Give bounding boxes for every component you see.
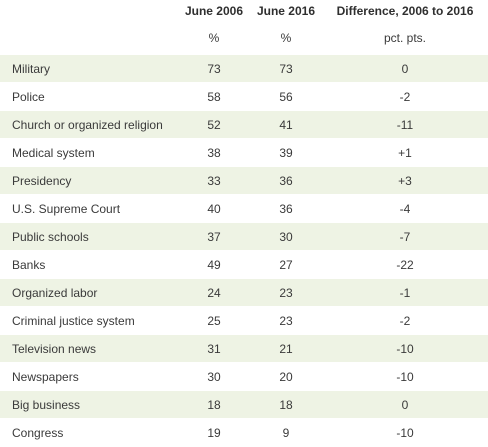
institution-cell: Newspapers [0, 363, 178, 391]
june-2016-cell: 30 [250, 223, 322, 251]
june-2006-cell: 52 [178, 111, 250, 139]
difference-cell: -10 [322, 335, 488, 363]
june-2016-cell: 20 [250, 363, 322, 391]
june-2016-cell: 36 [250, 167, 322, 195]
june-2006-cell: 38 [178, 139, 250, 167]
june-2006-cell: 37 [178, 223, 250, 251]
units-row: % % pct. pts. [0, 22, 488, 55]
june-2016-cell: 9 [250, 419, 322, 447]
difference-cell: -7 [322, 223, 488, 251]
difference-cell: -10 [322, 363, 488, 391]
institution-cell: Organized labor [0, 279, 178, 307]
june-2016-cell: 56 [250, 83, 322, 111]
june-2016-cell: 21 [250, 335, 322, 363]
difference-cell: -11 [322, 111, 488, 139]
header-label [0, 0, 178, 22]
units-june-2016: % [250, 22, 322, 55]
units-difference: pct. pts. [322, 22, 488, 55]
difference-cell: -2 [322, 307, 488, 335]
institution-cell: U.S. Supreme Court [0, 195, 178, 223]
units-label [0, 22, 178, 55]
june-2016-cell: 18 [250, 391, 322, 419]
june-2006-cell: 58 [178, 83, 250, 111]
institution-cell: Congress [0, 419, 178, 447]
difference-cell: -2 [322, 83, 488, 111]
june-2006-cell: 40 [178, 195, 250, 223]
institution-cell: Banks [0, 251, 178, 279]
june-2016-cell: 23 [250, 279, 322, 307]
difference-cell: -1 [322, 279, 488, 307]
june-2006-cell: 73 [178, 55, 250, 83]
institution-cell: Military [0, 55, 178, 83]
june-2006-cell: 19 [178, 419, 250, 447]
institution-cell: Church or organized religion [0, 111, 178, 139]
units-june-2006: % [178, 22, 250, 55]
institution-cell: Big business [0, 391, 178, 419]
difference-cell: -10 [322, 419, 488, 447]
june-2016-cell: 39 [250, 139, 322, 167]
june-2006-cell: 31 [178, 335, 250, 363]
june-2016-cell: 27 [250, 251, 322, 279]
header-june-2006: June 2006 [178, 0, 250, 22]
june-2016-cell: 73 [250, 55, 322, 83]
june-2006-cell: 30 [178, 363, 250, 391]
june-2016-cell: 36 [250, 195, 322, 223]
june-2006-cell: 24 [178, 279, 250, 307]
difference-cell: +1 [322, 139, 488, 167]
june-2006-cell: 33 [178, 167, 250, 195]
institution-cell: Criminal justice system [0, 307, 178, 335]
institution-cell: Public schools [0, 223, 178, 251]
institution-cell: Police [0, 83, 178, 111]
june-2006-cell: 25 [178, 307, 250, 335]
difference-cell: 0 [322, 55, 488, 83]
institution-cell: Presidency [0, 167, 178, 195]
june-2016-cell: 23 [250, 307, 322, 335]
june-2006-cell: 18 [178, 391, 250, 419]
difference-cell: +3 [322, 167, 488, 195]
header-row: June 2006 June 2016 Difference, 2006 to … [0, 0, 488, 22]
june-2006-cell: 49 [178, 251, 250, 279]
header-difference: Difference, 2006 to 2016 [322, 0, 488, 22]
difference-cell: -4 [322, 195, 488, 223]
header-june-2016: June 2016 [250, 0, 322, 22]
difference-cell: -22 [322, 251, 488, 279]
june-2016-cell: 41 [250, 111, 322, 139]
difference-cell: 0 [322, 391, 488, 419]
institution-cell: Television news [0, 335, 178, 363]
institution-cell: Medical system [0, 139, 178, 167]
